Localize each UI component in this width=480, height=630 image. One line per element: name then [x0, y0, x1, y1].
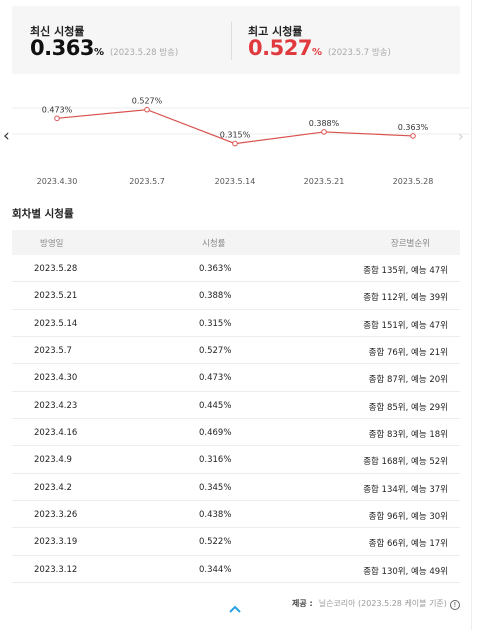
table-row: 2023.3.12 0.344% 종합 130위, 예능 49위 — [12, 556, 460, 584]
best-rating-value: 0.527 — [248, 36, 312, 60]
header-genre-rank: 장르별순위 — [390, 239, 430, 249]
cell-rating: 0.473% — [199, 373, 232, 384]
cell-rating: 0.316% — [199, 455, 232, 466]
table-row: 2023.5.7 0.527% 종합 76위, 예능 21위 — [12, 337, 460, 365]
cell-rating: 0.527% — [199, 346, 232, 357]
summary-divider — [231, 22, 232, 60]
cell-air-date: 2023.5.28 — [34, 264, 78, 274]
cell-rating: 0.345% — [199, 482, 232, 493]
cell-air-date: 2023.4.16 — [34, 428, 78, 439]
cell-genre-rank: 종합 76위, 예능 21위 — [368, 348, 448, 359]
table-header: 방영일 시청률 장르별순위 — [12, 230, 460, 255]
cell-rating: 0.344% — [199, 564, 232, 575]
data-label: 0.315% — [220, 131, 251, 140]
cell-air-date: 2023.4.9 — [34, 455, 72, 466]
cell-air-date: 2023.5.7 — [34, 346, 72, 357]
section-title: 회차별 시청률 — [12, 208, 74, 220]
data-point — [144, 106, 150, 113]
cell-rating: 0.315% — [199, 318, 232, 329]
episode-ratings-table: 방영일 시청률 장르별순위 2023.5.28 0.363% 종합 135위, 예능… — [12, 230, 460, 584]
cell-air-date: 2023.3.19 — [34, 537, 78, 548]
x-tick-label: 2023.5.21 — [304, 177, 345, 186]
latest-rating-value: 0.363 — [30, 36, 94, 60]
data-label: 0.363% — [398, 123, 429, 132]
latest-rating-label: 최신 시청률 — [30, 25, 85, 38]
cell-genre-rank: 종합 85위, 예능 29위 — [368, 402, 448, 413]
data-point — [232, 140, 238, 147]
cell-air-date: 2023.4.30 — [34, 373, 78, 384]
best-rating-date: (2023.5.7 방송) — [327, 48, 391, 58]
cell-genre-rank: 종합 134위, 예능 37위 — [363, 484, 448, 495]
cell-air-date: 2023.4.2 — [34, 482, 72, 493]
latest-rating-date: (2023.5.28 방송) — [109, 48, 179, 58]
cell-genre-rank: 종합 130위, 예능 49위 — [363, 566, 448, 577]
cell-air-date: 2023.3.26 — [34, 510, 78, 521]
rating-chart: 0.473% 2023.4.30 0.527% 2023.5.7 0.315% 2023.… — [0, 86, 480, 196]
x-tick-label: 2023.5.28 — [393, 177, 434, 186]
chevron-left-icon[interactable]: ‹ — [3, 126, 10, 146]
data-point — [54, 115, 60, 122]
x-tick-label: 2023.5.14 — [215, 177, 256, 186]
x-tick-label: 2023.4.30 — [37, 177, 78, 186]
cell-rating: 0.388% — [199, 291, 232, 302]
best-rating-unit: % — [311, 47, 322, 58]
cell-genre-rank: 종합 87위, 예능 20위 — [368, 375, 448, 386]
data-label: 0.527% — [132, 97, 163, 106]
source-label: 제공 : — [292, 599, 313, 608]
cell-rating: 0.469% — [199, 428, 232, 439]
right-border — [471, 0, 472, 630]
table-row: 2023.5.21 0.388% 종합 112위, 예능 39위 — [12, 282, 460, 310]
source-text: 닐슨코리아 (2023.5.28 케이블 기준) — [318, 599, 447, 608]
cell-air-date: 2023.5.14 — [34, 318, 78, 329]
data-point — [410, 133, 416, 139]
table-row: 2023.5.28 0.363% 종합 135위, 예능 47위 — [12, 255, 460, 283]
rating-summary: 최신 시청률 0.363% (2023.5.28 방송) 최고 시청률 0.527… — [12, 6, 460, 74]
cell-genre-rank: 종합 66위, 예능 17위 — [368, 539, 448, 550]
cell-rating: 0.438% — [199, 510, 232, 521]
latest-rating-unit: % — [93, 47, 104, 58]
x-tick-label: 2023.5.7 — [129, 177, 165, 186]
table-row: 2023.5.14 0.315% 종합 151위, 예능 47위 — [12, 310, 460, 338]
table-row: 2023.4.16 0.469% 종합 83위, 예능 18위 — [12, 419, 460, 447]
cell-genre-rank: 종합 168위, 예능 52위 — [363, 457, 448, 468]
cell-air-date: 2023.3.12 — [34, 564, 78, 575]
table-row: 2023.3.19 0.522% 종합 66위, 예능 17위 — [12, 528, 460, 556]
cell-genre-rank: 종합 112위, 예능 39위 — [363, 293, 448, 304]
cell-air-date: 2023.4.23 — [34, 400, 78, 411]
table-row: 2023.4.23 0.445% 종합 85위, 예능 29위 — [12, 392, 460, 420]
data-label: 0.388% — [309, 119, 340, 128]
cell-genre-rank: 종합 151위, 예능 47위 — [363, 320, 448, 331]
cell-genre-rank: 종합 83위, 예능 18위 — [368, 430, 448, 441]
best-rating-label: 최고 시청률 — [248, 25, 303, 38]
data-source: 제공 : 닐슨코리아 (2023.5.28 케이블 기준)! — [292, 598, 460, 610]
table-row: 2023.4.9 0.316% 종합 168위, 예능 52위 — [12, 446, 460, 474]
table-row: 2023.3.26 0.438% 종합 96위, 예능 30위 — [12, 501, 460, 529]
table-row: 2023.4.30 0.473% 종합 87위, 예능 20위 — [12, 364, 460, 392]
cell-rating: 0.522% — [199, 537, 232, 548]
cell-genre-rank: 종합 96위, 예능 30위 — [368, 512, 448, 523]
data-label: 0.473% — [42, 105, 73, 114]
info-icon[interactable]: ! — [449, 600, 460, 610]
table-row: 2023.4.2 0.345% 종합 134위, 예능 37위 — [12, 474, 460, 502]
chevron-up-icon[interactable] — [226, 601, 244, 615]
cell-rating: 0.363% — [199, 264, 232, 274]
cell-air-date: 2023.5.21 — [34, 291, 78, 302]
cell-rating: 0.445% — [199, 400, 232, 411]
data-point — [321, 129, 327, 135]
header-rating: 시청률 — [202, 239, 226, 249]
header-air-date: 방영일 — [40, 239, 64, 249]
rating-line-chart: 0.473% 2023.4.30 0.527% 2023.5.7 0.315% 2023.… — [12, 97, 470, 186]
cell-genre-rank: 종합 135위, 예능 47위 — [363, 266, 448, 276]
table-body: 2023.5.28 0.363% 종합 135위, 예능 47위 2023.5.21 0… — [12, 255, 460, 584]
chevron-right-icon[interactable]: › — [458, 129, 464, 145]
